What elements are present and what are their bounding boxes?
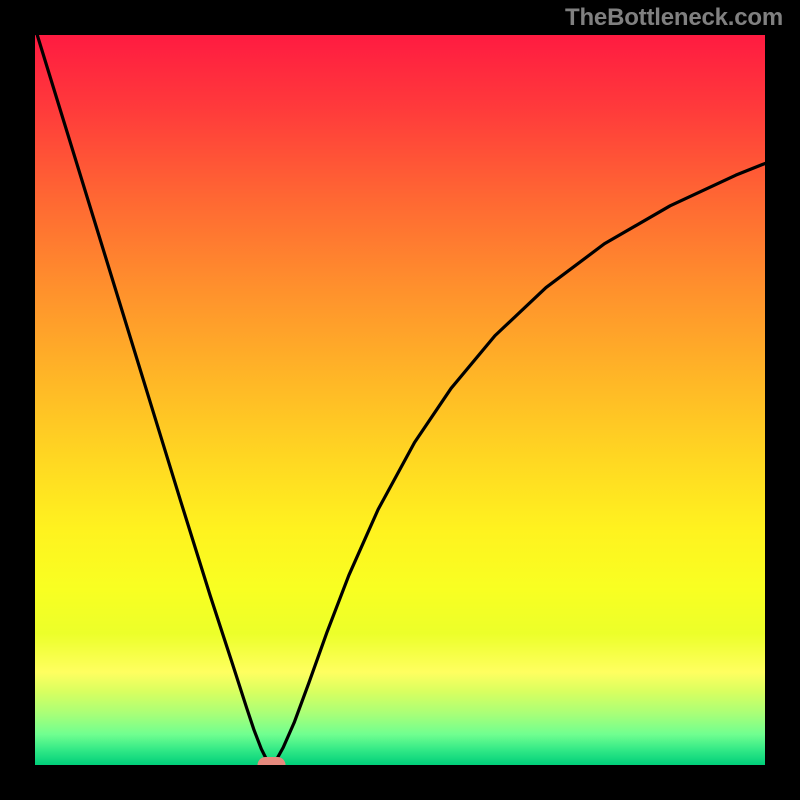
plot-border bbox=[0, 0, 800, 800]
chart-frame: TheBottleneck.com bbox=[0, 0, 800, 800]
watermark-text: TheBottleneck.com bbox=[565, 4, 783, 32]
